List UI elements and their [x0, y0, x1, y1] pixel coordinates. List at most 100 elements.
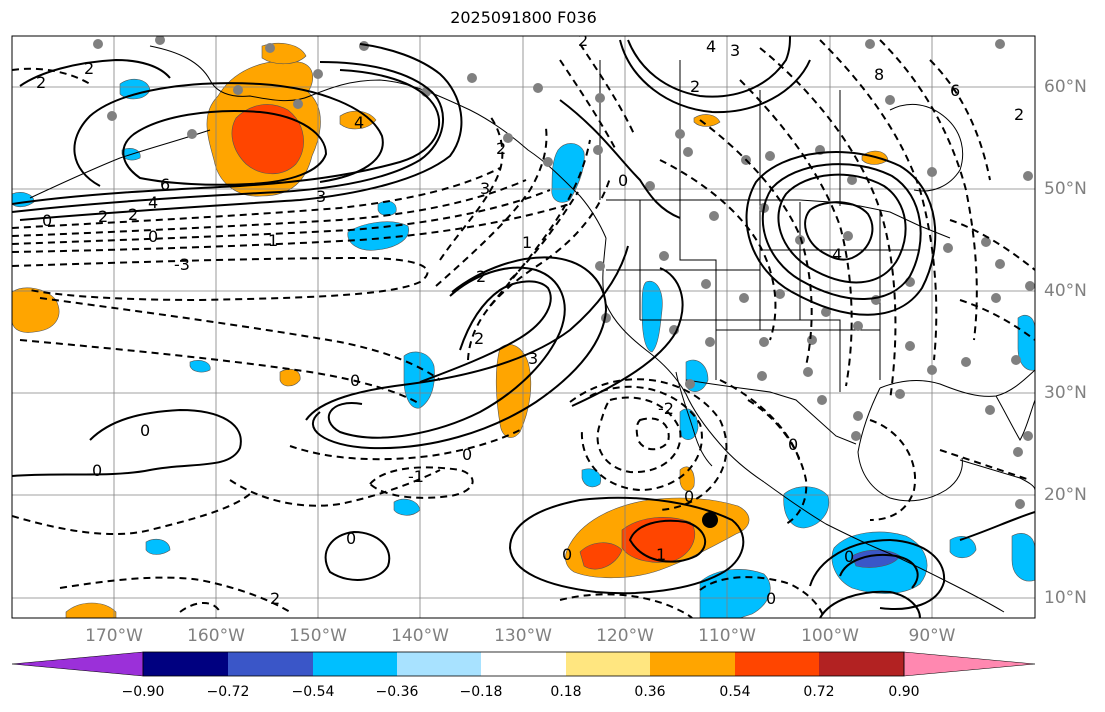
- lat-label: 30°N: [1044, 383, 1087, 403]
- contour-label: 0: [92, 461, 102, 480]
- neg-patch-small-1: [189, 360, 211, 373]
- contour-label: -3: [174, 255, 190, 274]
- contour-neg-trough-1: [467, 177, 611, 361]
- contour-neg-wide-1: [39, 297, 441, 381]
- anomaly-patch-subtropic: [495, 344, 532, 438]
- contour-north-trough-2: [619, 39, 811, 114]
- contour-vortex-3: [745, 151, 937, 316]
- contour-neg-band-1: [12, 167, 501, 229]
- contour-neg-trough-east-4: [759, 47, 897, 401]
- contour-label: 2: [1014, 105, 1024, 124]
- contour-neg-mid-1: [289, 429, 521, 461]
- contour-neg-baja-1: [596, 396, 682, 474]
- lat-label: 60°N: [1044, 77, 1087, 97]
- contour-neg-trough-east-7: [929, 59, 991, 181]
- neg-patch-california: [641, 280, 663, 353]
- colorbar-frame: [142, 651, 905, 677]
- colorbar-tick-label: −0.72: [206, 684, 250, 700]
- contour-label: 2: [476, 267, 486, 286]
- contour-neg-trough-east-2: [699, 119, 813, 367]
- neg-patch-east-edge-2: [1011, 533, 1035, 582]
- border-us-canada: [606, 199, 951, 239]
- coast-baja: [675, 371, 713, 467]
- contour-neg-wide-2: [19, 339, 421, 405]
- border-us-mexico: [685, 379, 857, 445]
- colorbar-tick-label: 0.72: [803, 684, 835, 700]
- neg-patch-caribbean: [949, 536, 977, 559]
- contour-neg-nw-1: [559, 59, 617, 151]
- colorbar-tick-label: 0.90: [888, 684, 920, 700]
- contour-label: 6: [160, 175, 170, 194]
- contour-label: 4: [354, 113, 364, 132]
- contour-label: 1: [268, 231, 278, 250]
- contour-neg-trough-east-6: [879, 39, 978, 341]
- contour-low-mexico-1: [508, 496, 745, 595]
- map-frame: [11, 35, 1036, 619]
- positive-anomaly-shading: [12, 43, 889, 618]
- contour-neg-baja-2: [580, 385, 703, 492]
- contour-subpolar-high-6: [19, 58, 171, 87]
- contour-vortex-2: [761, 163, 922, 300]
- neg-patch-small-4: [581, 468, 602, 488]
- anomaly-patch-baja: [679, 466, 695, 492]
- contour-zero-east: [959, 511, 1035, 541]
- colorbar-tick-label: −0.36: [375, 684, 419, 700]
- contour-zero-sw: [324, 530, 391, 581]
- graticule: [12, 36, 1035, 618]
- colorbar-tick-label: 0.18: [550, 684, 582, 700]
- contour-label: 8: [874, 65, 884, 84]
- coast-mexico: [763, 481, 1005, 613]
- colorbar-bin: [481, 652, 566, 676]
- contour-label: 2: [128, 205, 138, 224]
- contour-neg-se-2: [939, 449, 1031, 481]
- contour-label: 0: [844, 547, 854, 566]
- colorbar-tick-label: −0.54: [291, 684, 335, 700]
- coast-hudson: [889, 104, 964, 192]
- lon-label: 120°W: [596, 626, 654, 646]
- coast-alaska: [149, 45, 607, 239]
- contour-label: 0: [350, 371, 360, 390]
- contour-ridge-1: [328, 266, 566, 439]
- contour-label: 1: [522, 233, 532, 252]
- storm-center-marker: [702, 512, 718, 528]
- contour-label: 3: [316, 187, 326, 206]
- contour-label: 2: [270, 589, 280, 608]
- lon-label: 110°W: [698, 626, 756, 646]
- contour-label: 2: [98, 207, 108, 226]
- colorbar-bin: [228, 652, 313, 676]
- coast-aleutians: [29, 129, 211, 199]
- anomaly-core-alaska: [231, 104, 304, 175]
- neg-patch-small-3: [145, 538, 171, 555]
- contour-neg-band-4: [12, 203, 571, 253]
- contour-neg-trough-5: [439, 115, 504, 261]
- coastlines: [29, 45, 1035, 613]
- contour-north-arc: [559, 99, 681, 219]
- contour-neg-trough-east-5: [819, 39, 938, 361]
- neg-patch-aleutian-west: [119, 78, 151, 100]
- anomaly-patch-pnw: [693, 114, 721, 127]
- lon-label: 150°W: [289, 626, 347, 646]
- neg-patch-mexico-south: [699, 569, 771, 618]
- contour-neg-3: [12, 256, 429, 302]
- colorbar-bin: [313, 652, 397, 676]
- contour-label: 1: [656, 545, 666, 564]
- contour-neg-sw-2: [12, 493, 251, 535]
- contour-label: 0: [462, 445, 472, 464]
- contour-subpolar-high-5: [73, 82, 384, 187]
- anomaly-patch-gulf-alaska: [339, 110, 377, 130]
- map-title: 2025091800 F036: [450, 8, 597, 27]
- colorbar-tick-label: −0.18: [459, 684, 503, 700]
- contour-neg-arc-ne-2: [959, 299, 1035, 341]
- contour-central-am-3: [819, 590, 921, 618]
- contour-neg-minus1: [368, 466, 474, 499]
- contour-ridge-4: [305, 245, 629, 421]
- map-background: [12, 36, 1035, 618]
- contour-ridge-3: [419, 280, 552, 383]
- contour-vortex-1: [777, 173, 907, 284]
- contour-label: 4: [706, 37, 716, 56]
- contour-subpolar-high-3: [19, 43, 463, 221]
- contour-neg-topleft: [12, 67, 91, 85]
- contour-label: -2: [658, 399, 674, 418]
- contour-neg-bottom-3: [179, 602, 221, 613]
- contour-label: 0: [788, 435, 798, 454]
